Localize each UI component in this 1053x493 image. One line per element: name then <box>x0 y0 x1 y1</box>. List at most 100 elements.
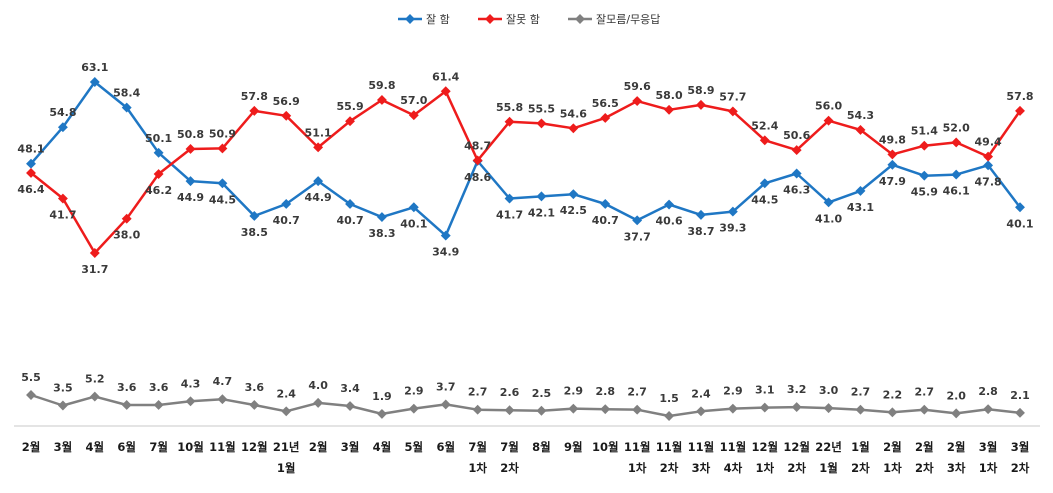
data-label-good-28: 45.9 <box>911 186 938 199</box>
data-label-good-9: 44.9 <box>305 191 332 204</box>
point-good-2 <box>89 77 100 87</box>
data-label-unknown-6: 4.7 <box>213 375 233 388</box>
series-line-unknown <box>30 393 1021 418</box>
point-good-13 <box>440 230 451 241</box>
point-bad-6 <box>217 143 228 154</box>
data-label-unknown-10: 3.4 <box>340 382 360 395</box>
point-unknown-9 <box>313 397 324 408</box>
point-unknown-3 <box>121 400 132 410</box>
point-bad-20 <box>664 104 675 115</box>
point-unknown-6 <box>217 394 228 405</box>
data-label-unknown-15: 2.6 <box>500 386 520 399</box>
point-bad-9 <box>313 142 324 153</box>
point-good-27 <box>887 159 898 170</box>
data-labels: 48.1 54.8 63.1 58.4 50.1 44.9 44.5 38.5 40.7 44.9… <box>17 61 1033 405</box>
point-bad-21 <box>696 99 706 110</box>
point-good-8 <box>281 199 292 209</box>
data-label-good-15: 41.7 <box>496 209 523 222</box>
data-label-bad-25: 56.0 <box>815 100 842 113</box>
point-good-29 <box>951 169 962 180</box>
data-label-unknown-13: 3.7 <box>436 380 456 393</box>
data-label-good-3: 58.4 <box>113 87 140 100</box>
point-unknown-8 <box>281 406 292 417</box>
x-tick-label-15-sub: 2차 <box>500 461 519 475</box>
point-unknown-31 <box>1015 407 1025 418</box>
point-unknown-28 <box>919 404 930 415</box>
legend-marker-unknown <box>575 14 585 24</box>
point-good-15 <box>504 193 515 204</box>
point-good-26 <box>855 185 866 196</box>
series-line-bad <box>30 90 1022 255</box>
data-label-bad-4: 46.2 <box>145 184 172 197</box>
point-unknown-13 <box>440 399 451 410</box>
point-good-3 <box>121 102 132 113</box>
data-label-good-21: 38.7 <box>687 225 714 238</box>
point-good-24 <box>791 168 802 179</box>
x-tick-label-11: 4월 <box>373 440 392 454</box>
point-bad-18 <box>600 112 611 123</box>
point-good-0 <box>26 158 36 169</box>
x-tick-label-19-sub: 1차 <box>628 461 647 475</box>
legend-label-bad: 잘못 함 <box>506 13 540 26</box>
legend-marker-bad <box>485 14 495 24</box>
x-tick-label-31: 3월 <box>1011 440 1030 454</box>
x-tick-label-5: 10월 <box>177 440 204 454</box>
data-label-good-20: 40.6 <box>655 215 682 228</box>
point-good-9 <box>313 176 324 187</box>
data-label-unknown-9: 4.0 <box>308 379 328 392</box>
x-axis-ticks: 2월 3월 4월 6월 7월 10월 11월 12월 21년 1월 2월 3월 4월 5월 6월 7월 1차 7월… <box>22 440 1030 475</box>
x-tick-label-20-sub: 2차 <box>660 461 679 475</box>
data-label-good-18: 40.7 <box>592 214 619 227</box>
x-tick-label-25: 22년 <box>815 440 842 454</box>
data-label-good-12: 40.1 <box>400 217 427 230</box>
data-label-bad-15: 55.8 <box>496 101 523 114</box>
data-label-bad-22: 57.7 <box>719 90 746 103</box>
data-label-unknown-7: 3.6 <box>245 381 265 394</box>
data-label-unknown-1: 3.5 <box>53 382 73 395</box>
x-tick-label-14: 7월 <box>468 440 487 454</box>
data-label-bad-12: 57.0 <box>400 94 427 107</box>
point-good-31 <box>1015 202 1025 213</box>
x-tick-label-29: 2월 <box>947 440 966 454</box>
point-unknown-4 <box>153 400 164 410</box>
data-label-good-1: 54.8 <box>49 106 76 119</box>
series-lines <box>26 77 1025 421</box>
data-label-bad-17: 54.6 <box>560 107 587 120</box>
data-label-bad-16: 55.5 <box>528 102 555 115</box>
x-tick-label-25-sub: 1월 <box>819 461 838 475</box>
point-bad-5 <box>185 144 196 154</box>
x-tick-label-27-sub: 1차 <box>883 461 902 475</box>
data-label-bad-8: 56.9 <box>273 95 300 108</box>
point-bad-26 <box>855 124 866 135</box>
x-tick-label-21: 11월 <box>688 440 715 454</box>
point-good-16 <box>536 191 547 202</box>
x-tick-label-4: 7월 <box>149 440 168 454</box>
data-label-unknown-20: 1.5 <box>659 392 679 405</box>
point-bad-29 <box>951 137 962 148</box>
point-unknown-24 <box>791 402 802 413</box>
point-unknown-23 <box>759 402 770 413</box>
point-good-30 <box>983 160 994 171</box>
data-label-unknown-2: 5.2 <box>85 373 105 386</box>
point-unknown-19 <box>632 404 643 415</box>
point-unknown-26 <box>855 404 866 415</box>
data-label-bad-27: 49.8 <box>879 133 906 146</box>
point-good-19 <box>632 215 643 226</box>
point-bad-30 <box>983 151 994 162</box>
point-unknown-16 <box>536 405 547 416</box>
data-label-good-29: 46.1 <box>943 185 970 198</box>
point-good-20 <box>664 199 675 210</box>
data-label-unknown-14: 2.7 <box>468 386 488 399</box>
x-tick-label-21-sub: 3차 <box>692 461 711 475</box>
x-tick-label-26-sub: 2차 <box>851 461 870 475</box>
data-label-good-2: 63.1 <box>81 61 108 74</box>
data-label-good-16: 42.1 <box>528 206 555 219</box>
point-good-25 <box>823 197 834 208</box>
x-tick-label-24: 12월 <box>783 440 810 454</box>
point-good-21 <box>696 209 706 220</box>
point-good-17 <box>568 189 579 200</box>
point-unknown-5 <box>185 396 196 407</box>
data-label-unknown-17: 2.9 <box>564 385 584 398</box>
point-good-22 <box>727 206 738 217</box>
data-label-unknown-31: 2.1 <box>1010 389 1030 402</box>
